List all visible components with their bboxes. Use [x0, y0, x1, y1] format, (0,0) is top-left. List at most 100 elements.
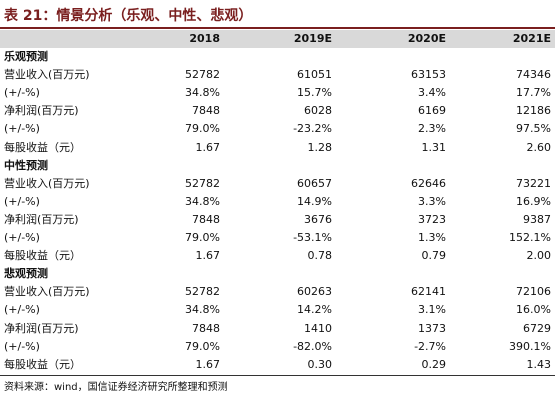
cell: 34.8%: [185, 303, 220, 317]
cell: 52782: [185, 285, 220, 299]
cell: 79.0%: [185, 122, 220, 136]
cell: 0.30: [307, 357, 333, 371]
section-row: 悲观预测: [0, 265, 555, 283]
cell: 73221: [516, 176, 551, 190]
cell: 9387: [523, 212, 551, 226]
data-row: 营业收入(百万元) 52782 60657 62646 73221: [0, 175, 555, 193]
data-row: (+/-%) 34.8% 15.7% 3.4% 17.7%: [0, 84, 555, 102]
section-row: 乐观预测: [0, 48, 555, 66]
cell: 3723: [418, 212, 446, 226]
data-row: (+/-%) 79.0% -23.2% 2.3% 97.5%: [0, 120, 555, 138]
cell: 7848: [192, 212, 220, 226]
cell: 34.8%: [185, 86, 220, 100]
cell: 14.2%: [297, 303, 332, 317]
cell: -23.2%: [293, 122, 332, 136]
cell: 7848: [192, 321, 220, 335]
cell: 63153: [411, 68, 446, 82]
header-row: 2018 2019E 2020E 2021E: [0, 30, 555, 49]
cell: 3676: [304, 212, 332, 226]
row-label: 营业收入(百万元): [4, 68, 90, 82]
row-label: 每股收益（元）: [4, 140, 81, 154]
cell: 1.28: [307, 140, 333, 154]
cell: 6028: [304, 104, 332, 118]
row-label: 营业收入(百万元): [4, 176, 90, 190]
data-row: 每股收益（元） 1.67 0.30 0.29 1.43: [0, 356, 555, 374]
section-title: 悲观预测: [4, 267, 48, 281]
section-title: 中性预测: [4, 158, 48, 172]
cell: -82.0%: [293, 339, 332, 353]
row-label: 净利润(百万元): [4, 321, 79, 335]
column-header: 2018: [189, 32, 220, 45]
row-label: (+/-%): [4, 303, 40, 317]
row-label: 净利润(百万元): [4, 104, 79, 118]
cell: 6169: [418, 104, 446, 118]
data-row: (+/-%) 79.0% -53.1% 1.3% 152.1%: [0, 229, 555, 247]
cell: 61051: [297, 68, 332, 82]
data-row: 净利润(百万元) 7848 6028 6169 12186: [0, 102, 555, 120]
cell: 97.5%: [516, 122, 551, 136]
cell: 0.78: [307, 249, 333, 263]
cell: 74346: [516, 68, 551, 82]
cell: 1.43: [526, 357, 552, 371]
data-row: (+/-%) 79.0% -82.0% -2.7% 390.1%: [0, 338, 555, 356]
cell: 1373: [418, 321, 446, 335]
data-row: 每股收益（元） 1.67 0.78 0.79 2.00: [0, 247, 555, 265]
cell: 390.1%: [509, 339, 551, 353]
cell: 7848: [192, 104, 220, 118]
row-label: (+/-%): [4, 339, 40, 353]
cell: 34.8%: [185, 194, 220, 208]
cell: 1.31: [421, 140, 447, 154]
cell: 72106: [516, 285, 551, 299]
cell: 1.67: [195, 357, 221, 371]
source-note: 资料来源：wind，国信证券经济研究所整理和预测: [4, 381, 228, 393]
table-title: 表 21：情景分析（乐观、中性、悲观）: [4, 8, 253, 24]
cell: -2.7%: [414, 339, 446, 353]
cell: 12186: [516, 104, 551, 118]
table: 2018 2019E 2020E 2021E 乐观预测营业收入(百万元) 52782 610…: [0, 30, 555, 374]
bottom-rule: [0, 374, 555, 376]
cell: 1.3%: [418, 231, 446, 245]
data-row: 净利润(百万元) 7848 3676 3723 9387: [0, 211, 555, 229]
cell: 16.9%: [516, 194, 551, 208]
cell: -53.1%: [293, 231, 332, 245]
row-label: 每股收益（元）: [4, 249, 81, 263]
cell: 3.4%: [418, 86, 446, 100]
cell: 3.3%: [418, 194, 446, 208]
row-label: (+/-%): [4, 86, 40, 100]
column-header: 2020E: [407, 32, 446, 45]
section-title: 乐观预测: [4, 50, 48, 64]
cell: 60263: [297, 285, 332, 299]
cell: 52782: [185, 176, 220, 190]
column-header: 2021E: [512, 32, 551, 45]
data-row: 营业收入(百万元) 52782 60263 62141 72106: [0, 283, 555, 301]
cell: 6729: [523, 321, 551, 335]
data-row: (+/-%) 34.8% 14.9% 3.3% 16.9%: [0, 193, 555, 211]
cell: 79.0%: [185, 231, 220, 245]
cell: 2.60: [526, 140, 552, 154]
cell: 14.9%: [297, 194, 332, 208]
row-label: (+/-%): [4, 194, 40, 208]
column-header: 2019E: [293, 32, 332, 45]
row-label: 营业收入(百万元): [4, 285, 90, 299]
row-label: 每股收益（元）: [4, 357, 81, 371]
cell: 52782: [185, 68, 220, 82]
cell: 62646: [411, 176, 446, 190]
cell: 2.3%: [418, 122, 446, 136]
cell: 2.00: [526, 249, 552, 263]
cell: 17.7%: [516, 86, 551, 100]
cell: 1410: [304, 321, 332, 335]
cell: 79.0%: [185, 339, 220, 353]
cell: 0.79: [421, 249, 447, 263]
cell: 152.1%: [509, 231, 551, 245]
cell: 0.29: [421, 357, 447, 371]
row-label: 净利润(百万元): [4, 212, 79, 226]
cell: 1.67: [195, 140, 221, 154]
cell: 60657: [297, 176, 332, 190]
row-label: (+/-%): [4, 231, 40, 245]
cell: 1.67: [195, 249, 221, 263]
title-rule: [0, 27, 555, 29]
data-row: (+/-%) 34.8% 14.2% 3.1% 16.0%: [0, 301, 555, 319]
cell: 15.7%: [297, 86, 332, 100]
data-row: 营业收入(百万元) 52782 61051 63153 74346: [0, 66, 555, 84]
